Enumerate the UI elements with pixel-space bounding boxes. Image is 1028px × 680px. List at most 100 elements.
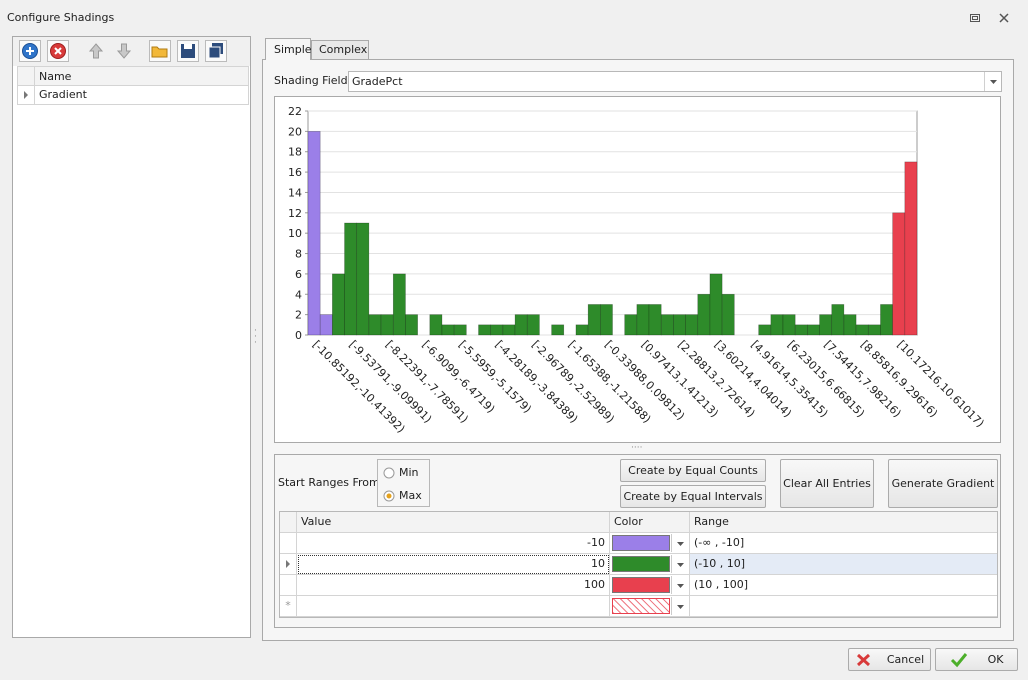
remove-button[interactable] [47, 40, 69, 62]
tab[interactable]: Complex [311, 40, 369, 59]
row-indicator [280, 533, 297, 554]
clear-entries-button[interactable]: Clear All Entries [780, 459, 874, 508]
bar [660, 314, 674, 336]
title-bar: Configure Shadings [0, 0, 1028, 36]
range-cell [690, 596, 997, 617]
tab[interactable]: Simple [265, 38, 312, 60]
bar [819, 314, 833, 336]
bar [319, 314, 333, 336]
dropdown-button[interactable] [984, 72, 1001, 91]
row-indicator [280, 575, 297, 596]
dropdown-button[interactable] [671, 555, 688, 573]
start-ranges-radio-group: Min Max [377, 459, 430, 507]
restore-button[interactable] [969, 12, 981, 24]
save-all-button[interactable] [205, 40, 227, 62]
window-title: Configure Shadings [7, 11, 115, 24]
y-tick-label: 14 [288, 186, 302, 199]
y-tick-label: 0 [295, 329, 302, 342]
save-button[interactable] [177, 40, 199, 62]
column-header[interactable]: Value [297, 512, 610, 533]
bar [758, 324, 772, 336]
close-button[interactable] [998, 12, 1010, 24]
bar [892, 212, 906, 336]
move-up-button[interactable] [85, 40, 107, 62]
bar [380, 314, 394, 336]
y-tick-label: 20 [288, 125, 302, 138]
ok-button[interactable]: OK [935, 648, 1018, 671]
bar [478, 324, 492, 336]
bar [600, 304, 613, 336]
color-cell[interactable] [610, 533, 690, 554]
bar [867, 324, 881, 336]
bar [526, 314, 540, 336]
radio-option[interactable]: Min [383, 465, 429, 481]
generate-gradient-button[interactable]: Generate Gradient [888, 459, 998, 508]
bar [721, 293, 735, 336]
radio-circle [383, 467, 395, 479]
column-header[interactable]: Name [35, 66, 249, 86]
color-swatch [612, 556, 670, 572]
bar [624, 314, 638, 336]
bar [490, 324, 504, 336]
value-cell[interactable] [297, 596, 610, 617]
cancel-icon [856, 653, 870, 666]
color-cell[interactable] [610, 554, 690, 575]
color-cell[interactable] [610, 596, 690, 617]
bar [782, 314, 796, 336]
equal-counts-button[interactable]: Create by Equal Counts [620, 459, 766, 482]
ok-label: OK [987, 653, 1004, 666]
value-cell[interactable]: 100 [297, 575, 610, 596]
bar [709, 273, 723, 336]
move-down-button[interactable] [113, 40, 135, 62]
plot-area [307, 110, 918, 336]
dropdown-button[interactable] [671, 576, 688, 594]
tab-label: Complex [319, 43, 368, 56]
bar [880, 304, 893, 336]
y-tick-label: 18 [288, 146, 302, 159]
range-cell: (10 , 100] [690, 575, 997, 596]
splitter[interactable]: · · · [254, 326, 257, 348]
bar [405, 314, 418, 336]
radio-label: Max [399, 489, 422, 502]
dropdown-button[interactable] [671, 597, 688, 615]
tab-label: Simple [274, 43, 312, 56]
bar [904, 161, 918, 336]
range-cell: (-10 , 10] [690, 554, 997, 575]
column-header[interactable]: Range [690, 512, 997, 533]
value-cell[interactable]: 10 [297, 554, 610, 575]
bar [575, 324, 589, 336]
bar [636, 304, 650, 336]
column-header[interactable]: Color [610, 512, 690, 533]
cancel-button[interactable]: Cancel [848, 648, 931, 671]
shading-row[interactable]: Gradient [35, 86, 249, 105]
y-tick-label: 4 [295, 288, 302, 301]
bar [307, 131, 321, 336]
row-indicator-header [17, 66, 35, 86]
equal-intervals-button[interactable]: Create by Equal Intervals [620, 485, 766, 508]
shading-field-combobox[interactable]: GradePct [348, 71, 1002, 92]
bar [332, 273, 345, 336]
histogram-chart: 0246810121416182022[-10.85192,-10.41392)… [288, 105, 987, 436]
radio-option[interactable]: Max [383, 488, 429, 504]
add-button[interactable] [19, 40, 41, 62]
y-tick-label: 16 [288, 166, 302, 179]
new-row-indicator: * [280, 596, 297, 617]
bar [368, 314, 382, 336]
open-button[interactable] [149, 40, 171, 62]
ranges-table: Value Color Range -10 (-∞ , -10] 10 (-10… [279, 511, 998, 618]
value-cell[interactable]: -10 [297, 533, 610, 554]
color-cell[interactable] [610, 575, 690, 596]
bar [514, 314, 528, 336]
bar [356, 222, 370, 336]
bar [685, 314, 699, 336]
bar [855, 324, 869, 336]
y-tick-label: 2 [295, 309, 302, 322]
shading-field-value: GradePct [352, 75, 403, 88]
bar [843, 314, 857, 336]
range-cell: (-∞ , -10] [690, 533, 997, 554]
bar [441, 324, 455, 336]
dropdown-button[interactable] [671, 534, 688, 552]
splitter[interactable]: ···· [631, 443, 643, 453]
bar [551, 324, 565, 336]
